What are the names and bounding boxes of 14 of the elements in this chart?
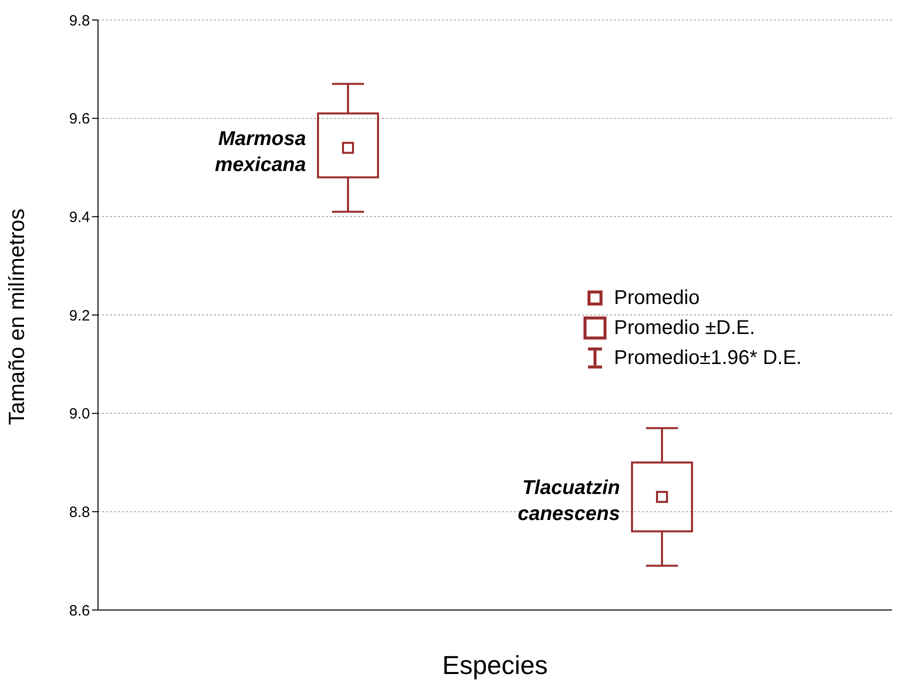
y-tick-label: 8.8 bbox=[69, 504, 90, 521]
annotation: Promedio±1.96* D.E. bbox=[614, 346, 802, 370]
annotation: Promedio bbox=[614, 286, 700, 310]
y-tick-label: 9.6 bbox=[69, 110, 90, 128]
y-tick-label: 9.0 bbox=[69, 406, 90, 423]
y-axis-title: Tamaño en milímetros bbox=[4, 208, 29, 425]
y-tick-label: 9.8 bbox=[69, 12, 90, 30]
y-tick-label: 9.4 bbox=[69, 208, 90, 226]
x-axis-title: Especies bbox=[442, 650, 548, 680]
y-tick-label: 8.6 bbox=[69, 602, 90, 620]
annotation: Marmosa mexicana bbox=[214, 128, 306, 176]
annotation: Promedio ±D.E. bbox=[614, 316, 756, 340]
y-tick-label: 9.2 bbox=[69, 307, 90, 324]
annotation: Tlacuatzin canescens bbox=[518, 476, 620, 525]
